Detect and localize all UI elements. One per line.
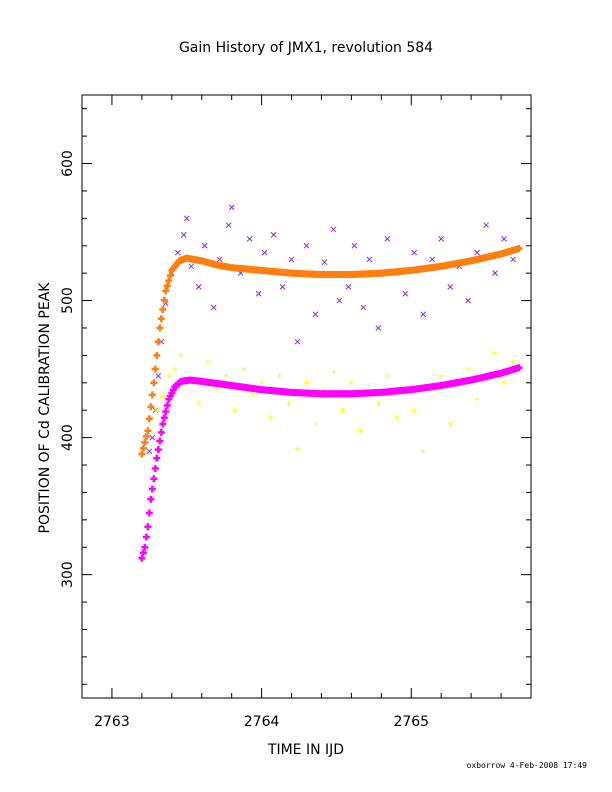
data-point [288,256,295,263]
data-point [402,290,409,297]
data-point [321,259,328,266]
y-tick-label-400: 400 [60,424,76,451]
data-point [501,236,507,242]
x-tick-label-2765: 2765 [393,714,429,730]
data-point [336,297,343,304]
y-axis-label: POSITION OF Cd CALIBRATION PEAK [37,282,53,534]
series-purple_points [146,204,516,455]
data-point [188,263,195,270]
data-point [216,256,223,263]
data-point [174,249,181,256]
data-point [411,249,418,256]
data-point [366,256,373,263]
x-axis-label: TIME IN IJD [267,742,344,758]
data-point [351,242,358,249]
data-point [294,338,301,345]
data-point [270,231,277,238]
y-tick-label-300: 300 [60,561,76,588]
data-point [155,373,162,379]
data-point [162,300,169,307]
data-point [429,256,436,263]
data-point [345,284,352,290]
data-point [225,222,232,229]
data-point [483,222,489,229]
series-yellow_points [154,350,516,454]
data-point [303,242,310,249]
data-point [210,304,217,311]
chart-title: Gain History of JMX1, revolution 584 [179,40,433,56]
y-tick-label-500: 500 [60,287,76,314]
data-point [447,284,454,290]
y-tick-label-600: 600 [60,150,76,177]
data-point [312,311,319,318]
data-point [180,231,187,238]
series-magenta_fit [138,364,523,562]
data-point [492,270,498,277]
footer-stamp: oxborrow 4-Feb-2008 17:49 [467,761,588,770]
data-point [201,242,208,249]
data-point [330,226,337,233]
data-point [420,311,427,318]
plot-frame [81,94,532,699]
data-point [360,304,367,311]
x-tick-label-2764: 2764 [244,714,280,730]
data-marks [138,204,523,562]
data-point [438,236,445,242]
data-point [255,290,262,297]
data-point [195,284,202,290]
data-point [384,236,391,242]
data-point [465,297,471,304]
axis-tick-labels: 2763 2764 2765 300 400 500 600 [60,150,429,730]
x-tick-label-2763: 2763 [94,714,130,730]
data-point [146,448,153,455]
data-point [375,325,382,331]
series-orange_fit [138,244,523,458]
data-point [261,249,268,256]
data-point [279,284,286,290]
axis-ticks [82,95,532,698]
data-point [246,236,253,242]
data-point [149,434,156,441]
data-point [183,215,190,222]
data-point [228,204,235,211]
data-point [474,249,480,256]
data-point [510,256,516,263]
